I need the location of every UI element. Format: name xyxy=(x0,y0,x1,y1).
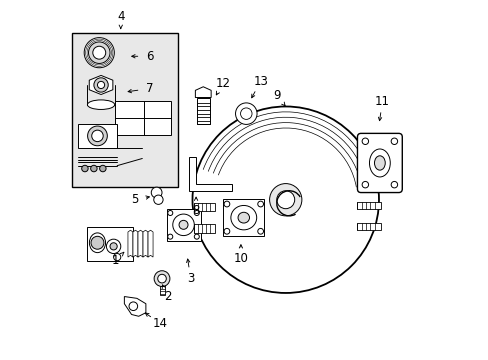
Polygon shape xyxy=(128,230,133,257)
Circle shape xyxy=(158,274,166,283)
Text: 11: 11 xyxy=(374,95,389,108)
FancyBboxPatch shape xyxy=(357,134,402,193)
Circle shape xyxy=(276,191,294,209)
Circle shape xyxy=(84,38,114,68)
Polygon shape xyxy=(188,157,231,191)
Circle shape xyxy=(240,108,251,120)
Ellipse shape xyxy=(179,220,187,229)
Circle shape xyxy=(154,271,169,287)
Polygon shape xyxy=(223,199,264,237)
Polygon shape xyxy=(138,230,142,257)
Circle shape xyxy=(194,211,199,216)
Ellipse shape xyxy=(230,206,256,230)
Bar xyxy=(115,101,171,135)
Circle shape xyxy=(269,184,301,216)
Circle shape xyxy=(97,81,104,89)
Circle shape xyxy=(106,239,121,253)
Text: 4: 4 xyxy=(117,10,124,23)
Circle shape xyxy=(192,107,378,293)
Bar xyxy=(86,226,133,261)
Circle shape xyxy=(93,46,105,59)
Circle shape xyxy=(94,78,108,92)
Text: 3: 3 xyxy=(186,272,194,285)
Circle shape xyxy=(257,201,263,207)
Circle shape xyxy=(224,201,229,207)
Ellipse shape xyxy=(87,126,107,146)
Ellipse shape xyxy=(87,100,115,109)
Circle shape xyxy=(257,228,263,234)
Bar xyxy=(78,125,117,148)
Circle shape xyxy=(113,253,121,261)
Circle shape xyxy=(390,138,397,144)
Ellipse shape xyxy=(172,214,194,235)
Circle shape xyxy=(110,243,117,250)
Circle shape xyxy=(167,234,172,239)
Circle shape xyxy=(362,181,368,188)
Text: 9: 9 xyxy=(272,89,280,102)
Circle shape xyxy=(91,236,104,249)
Circle shape xyxy=(129,302,137,311)
Circle shape xyxy=(100,165,106,172)
Polygon shape xyxy=(89,76,113,95)
Text: 12: 12 xyxy=(215,77,230,90)
Text: 1: 1 xyxy=(111,254,119,267)
Circle shape xyxy=(81,165,88,172)
Bar xyxy=(357,202,380,209)
Circle shape xyxy=(235,103,257,125)
Bar xyxy=(159,286,164,295)
Circle shape xyxy=(90,165,97,172)
Ellipse shape xyxy=(92,130,103,141)
Text: 10: 10 xyxy=(233,252,248,265)
Polygon shape xyxy=(195,87,211,98)
Text: 8: 8 xyxy=(192,204,200,217)
Circle shape xyxy=(194,234,199,239)
Text: 7: 7 xyxy=(145,82,153,95)
Ellipse shape xyxy=(238,212,249,223)
Polygon shape xyxy=(148,230,153,257)
Ellipse shape xyxy=(374,156,385,170)
Bar xyxy=(357,223,380,230)
Text: 14: 14 xyxy=(152,317,167,330)
Ellipse shape xyxy=(89,233,105,253)
Polygon shape xyxy=(166,209,200,241)
Circle shape xyxy=(88,42,110,63)
Text: 2: 2 xyxy=(163,290,171,303)
Circle shape xyxy=(153,195,163,204)
Circle shape xyxy=(362,138,368,144)
Bar xyxy=(72,33,178,187)
Text: 13: 13 xyxy=(253,75,267,88)
Polygon shape xyxy=(142,230,148,257)
Circle shape xyxy=(167,211,172,216)
Circle shape xyxy=(390,181,397,188)
Circle shape xyxy=(151,187,162,198)
Text: 5: 5 xyxy=(131,193,139,206)
Bar xyxy=(194,203,215,211)
Bar xyxy=(194,224,215,233)
Ellipse shape xyxy=(369,149,389,177)
Bar xyxy=(196,98,209,125)
Polygon shape xyxy=(124,297,145,316)
Circle shape xyxy=(224,228,229,234)
Text: 6: 6 xyxy=(145,50,153,63)
Polygon shape xyxy=(133,230,138,257)
